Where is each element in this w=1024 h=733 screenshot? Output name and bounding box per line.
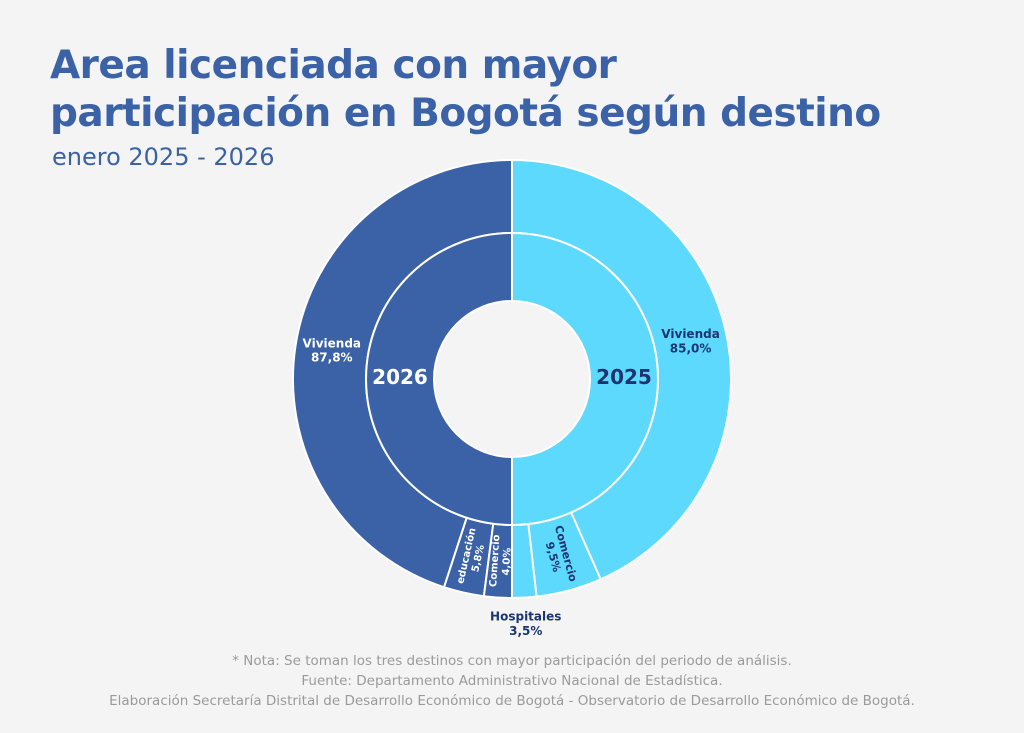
inner-ring (365, 231, 659, 527)
outer-ring (292, 158, 732, 600)
chart-title-line1: Area licenciada con mayor (50, 43, 617, 88)
inner-label-2025: 2025 (596, 365, 652, 389)
chart-title-line2: participación en Bogotá según destino (50, 91, 881, 136)
footnote-source: Fuente: Departamento Administrativo Naci… (301, 673, 723, 689)
chart-subtitle: enero 2025 - 2026 (52, 143, 275, 171)
outer-label-2025-vivienda: Vivienda 85,0% (661, 327, 720, 355)
inner-segment-2026 (365, 231, 513, 527)
inner-label-2026: 2026 (372, 365, 428, 389)
inner-segment-2025 (511, 231, 659, 527)
outer-label-2025-hospitales: Hospitales 3,5% (490, 610, 561, 638)
footnote-elaboration: Elaboración Secretaría Distrital de Desa… (109, 693, 915, 709)
footnotes: * Nota: Se toman los tres destinos con m… (0, 651, 1024, 711)
footnote-note: * Nota: Se toman los tres destinos con m… (232, 653, 792, 669)
outer-label-2026-comercio: Comercio4,0% (488, 534, 514, 588)
outer-label-2026-vivienda: Vivienda 87,8% (303, 336, 362, 364)
chart-title: Area licenciada con mayor participación … (50, 42, 881, 138)
